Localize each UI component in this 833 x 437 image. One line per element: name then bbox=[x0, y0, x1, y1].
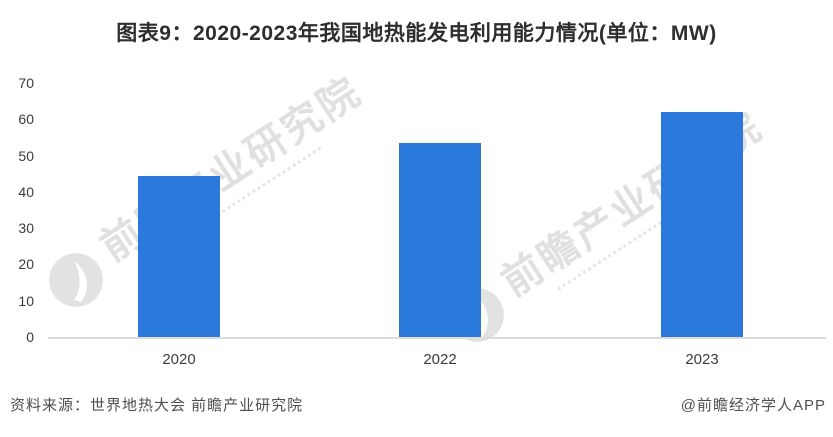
x-tick-label: 2020 bbox=[162, 351, 196, 368]
chart-title: 图表9：2020-2023年我国地热能发电利用能力情况(单位：MW) bbox=[116, 22, 717, 45]
bar-2020 bbox=[138, 176, 220, 337]
y-tick-label: 20 bbox=[18, 256, 34, 273]
bar-2023 bbox=[661, 112, 743, 337]
y-tick-label: 50 bbox=[18, 147, 34, 164]
footer-credit: @前瞻经济学人APP bbox=[680, 397, 826, 414]
bar-2022 bbox=[399, 143, 481, 337]
footer-source: 资料来源：世界地热大会 前瞻产业研究院 bbox=[10, 397, 304, 414]
x-axis: 2020 2022 2023 bbox=[48, 350, 826, 374]
y-tick-label: 60 bbox=[18, 111, 34, 128]
y-tick-label: 10 bbox=[18, 292, 34, 309]
y-tick-label: 30 bbox=[18, 220, 34, 237]
y-tick-label: 0 bbox=[26, 329, 34, 345]
plot-area bbox=[48, 75, 826, 339]
y-tick-label: 40 bbox=[18, 183, 34, 200]
y-axis: 0 10 20 30 40 50 60 70 bbox=[0, 75, 38, 355]
y-tick-label: 70 bbox=[18, 75, 34, 91]
x-tick-label: 2022 bbox=[423, 351, 457, 368]
x-tick-label: 2023 bbox=[685, 351, 719, 368]
